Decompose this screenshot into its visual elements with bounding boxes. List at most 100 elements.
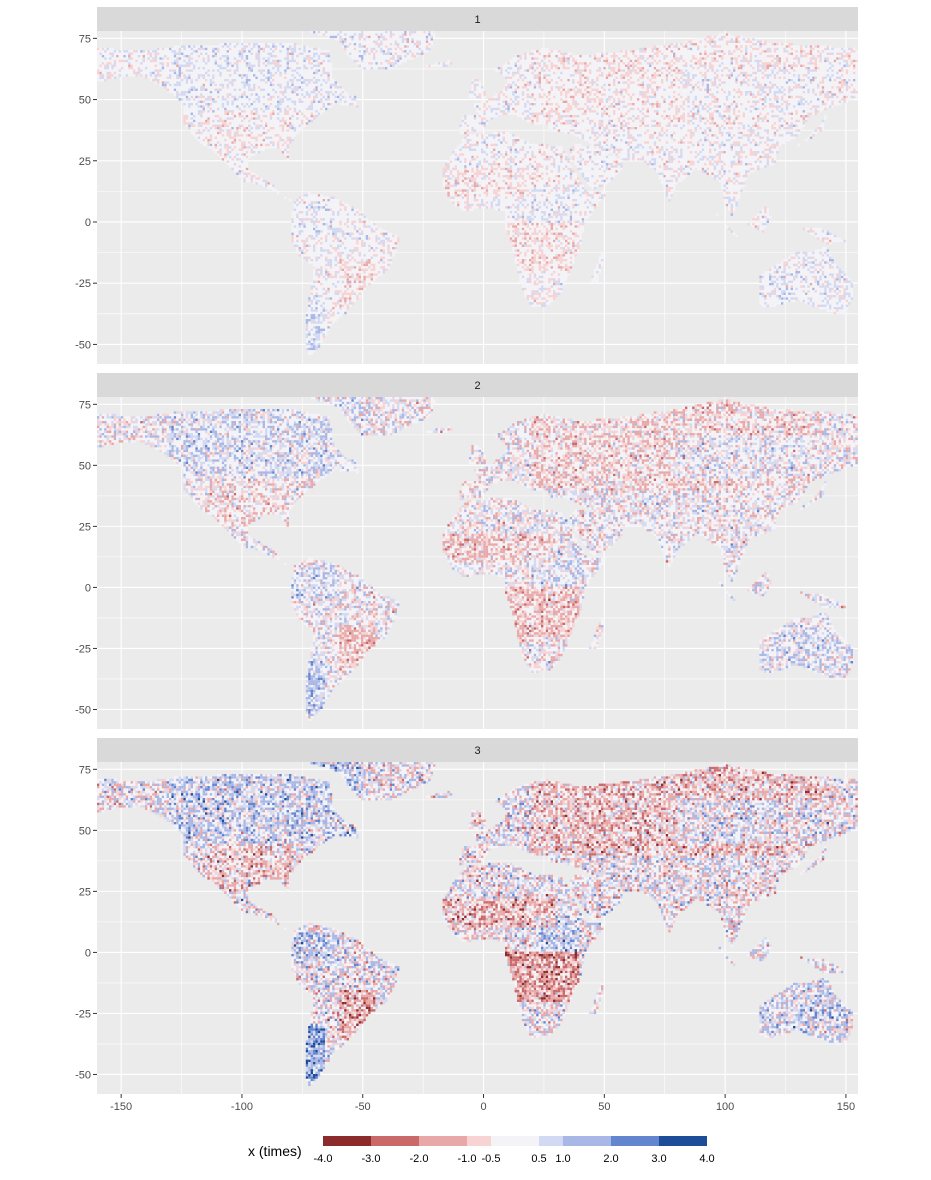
raster-cell — [332, 31, 334, 33]
raster-cell — [282, 50, 284, 52]
raster-cell — [205, 50, 207, 52]
raster-cell — [368, 38, 370, 40]
raster-cell — [356, 41, 358, 43]
raster-cell — [695, 38, 697, 40]
raster-cell — [776, 48, 778, 50]
raster-cell — [707, 45, 709, 47]
raster-cell — [395, 50, 397, 52]
raster-cell — [791, 45, 793, 47]
raster-cell — [390, 31, 392, 33]
raster-cell — [397, 36, 399, 38]
raster-cell — [663, 48, 665, 50]
raster-cell — [111, 50, 113, 52]
raster-cell — [702, 43, 704, 45]
raster-cell — [380, 31, 382, 33]
raster-cell — [251, 48, 253, 50]
raster-cell — [239, 50, 241, 52]
raster-cell — [347, 48, 349, 50]
raster-cell — [306, 48, 308, 50]
raster-cell — [402, 31, 404, 33]
raster-cell — [205, 48, 207, 50]
raster-cell — [397, 31, 399, 33]
raster-cell — [697, 45, 699, 47]
raster-cell — [162, 50, 164, 52]
raster-cell — [181, 50, 183, 52]
raster-cell — [97, 48, 99, 50]
raster-cell — [428, 43, 430, 45]
raster-cell — [812, 45, 814, 47]
raster-cell — [738, 48, 740, 50]
raster-cell — [711, 38, 713, 40]
raster-cell — [733, 45, 735, 47]
raster-cell — [222, 50, 224, 52]
raster-cell — [731, 43, 733, 45]
raster-cell — [227, 43, 229, 45]
raster-cell — [822, 45, 824, 47]
raster-cell — [728, 38, 730, 40]
raster-cell — [392, 33, 394, 35]
raster-cell — [351, 31, 353, 33]
raster-cell — [246, 48, 248, 50]
facet-strip-label: 1 — [474, 14, 480, 26]
raster-cell — [781, 45, 783, 47]
raster-cell — [423, 43, 425, 45]
raster-cell — [253, 43, 255, 45]
raster-cell — [224, 43, 226, 45]
raster-cell — [764, 45, 766, 47]
raster-cell — [747, 45, 749, 47]
raster-cell — [229, 50, 231, 52]
raster-cell — [416, 50, 418, 52]
raster-cell — [176, 48, 178, 50]
raster-cell — [750, 43, 752, 45]
raster-cell — [243, 43, 245, 45]
raster-cell — [740, 43, 742, 45]
raster-cell — [709, 38, 711, 40]
raster-cell — [697, 38, 699, 40]
raster-cell — [147, 50, 149, 52]
raster-cell — [735, 43, 737, 45]
raster-cell — [186, 45, 188, 47]
raster-cell — [399, 43, 401, 45]
raster-cell — [402, 36, 404, 38]
raster-cell — [203, 48, 205, 50]
raster-cell — [404, 38, 406, 40]
raster-cell — [745, 48, 747, 50]
raster-cell — [349, 31, 351, 33]
raster-cell — [351, 50, 353, 52]
raster-cell — [299, 48, 301, 50]
raster-cell — [351, 33, 353, 35]
raster-cell — [337, 36, 339, 38]
raster-cell — [735, 48, 737, 50]
raster-cell — [299, 50, 301, 52]
raster-cell — [138, 50, 140, 52]
raster-cell — [181, 48, 183, 50]
raster-cell — [637, 50, 639, 52]
raster-cell — [714, 48, 716, 50]
raster-cell — [368, 36, 370, 38]
raster-cell — [409, 41, 411, 43]
raster-cell — [411, 45, 413, 47]
raster-cell — [419, 45, 421, 47]
raster-cell — [337, 33, 339, 35]
raster-cell — [407, 36, 409, 38]
raster-cell — [757, 48, 759, 50]
raster-cell — [296, 48, 298, 50]
raster-cell — [255, 48, 257, 50]
raster-cell — [313, 31, 315, 33]
raster-cell — [702, 41, 704, 43]
raster-cell — [719, 36, 721, 38]
raster-cell — [416, 31, 418, 33]
raster-cell — [397, 48, 399, 50]
raster-cell — [534, 50, 536, 52]
raster-cell — [419, 33, 421, 35]
raster-cell — [743, 38, 745, 40]
raster-cell — [755, 48, 757, 50]
raster-cell — [762, 43, 764, 45]
raster-cell — [680, 48, 682, 50]
raster-cell — [275, 50, 277, 52]
raster-cell — [198, 50, 200, 52]
raster-cell — [265, 50, 267, 52]
raster-cell — [399, 41, 401, 43]
raster-cell — [740, 48, 742, 50]
raster-cell — [728, 41, 730, 43]
